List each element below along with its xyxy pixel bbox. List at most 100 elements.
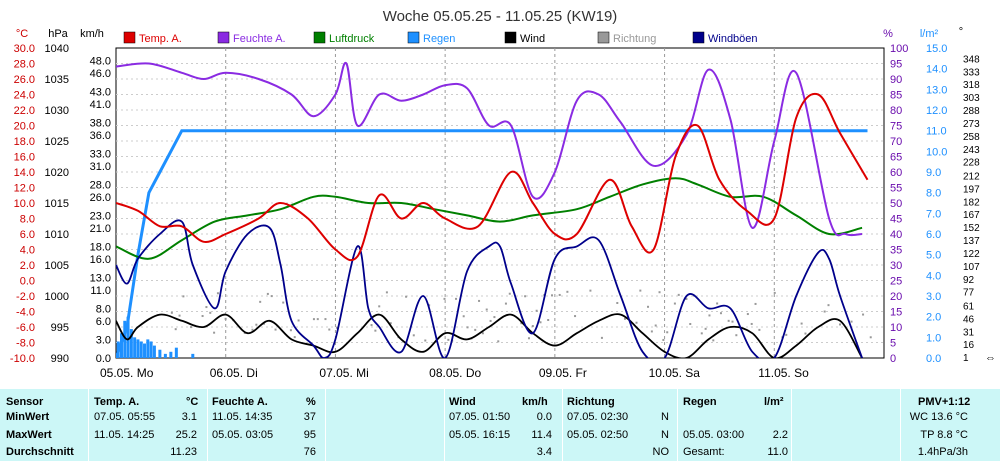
direction-point bbox=[389, 322, 392, 325]
wind-tick: 0.0 bbox=[96, 353, 111, 365]
direction-point bbox=[827, 304, 830, 307]
direction-point bbox=[282, 301, 285, 304]
header-temp: Temp. A. bbox=[94, 396, 140, 408]
temp-tick: 10.0 bbox=[14, 198, 35, 210]
dir-value: NO bbox=[652, 446, 670, 458]
humidity-tick: 15 bbox=[890, 307, 902, 319]
series-line-wind bbox=[116, 313, 863, 358]
direction-point bbox=[504, 302, 507, 305]
direction-point bbox=[405, 295, 408, 298]
temp-tick: 26.0 bbox=[14, 74, 35, 86]
rain-tick: 15.0 bbox=[926, 43, 947, 55]
direction-point bbox=[174, 328, 177, 331]
direction-point bbox=[547, 318, 550, 321]
direction-point bbox=[731, 320, 734, 323]
extra-value: 1.4hPa/3h bbox=[917, 446, 968, 458]
direction-point bbox=[316, 318, 319, 321]
legend: Temp. A. Feuchte A. Luftdruck Regen Wind Rich… bbox=[123, 31, 758, 45]
direction-tick: 16 bbox=[963, 340, 975, 351]
rain-value: 2.2 bbox=[772, 429, 788, 441]
rain-bar bbox=[146, 339, 150, 358]
wind-time: 05.05. 16:15 bbox=[449, 429, 511, 441]
direction-point bbox=[727, 319, 730, 322]
humidity-tick: 40 bbox=[890, 229, 902, 241]
rain-tick: 12.0 bbox=[926, 105, 947, 117]
direction-tick: 318 bbox=[963, 80, 980, 91]
direction-point bbox=[209, 311, 212, 314]
rain-tick: 5.0 bbox=[926, 250, 941, 262]
row-label: MaxWert bbox=[6, 429, 52, 441]
pressure-tick: 1010 bbox=[45, 229, 69, 241]
humidity-tick: 25 bbox=[890, 276, 902, 288]
direction-tick: 182 bbox=[963, 197, 980, 208]
direction-tick: 61 bbox=[963, 301, 975, 312]
direction-point bbox=[289, 329, 292, 332]
rain-bar bbox=[174, 347, 178, 358]
direction-tick: 212 bbox=[963, 171, 980, 182]
legend-label: Regen bbox=[423, 33, 455, 45]
direction-point bbox=[823, 310, 826, 313]
humidity-tick: 20 bbox=[890, 291, 902, 303]
direction-point bbox=[293, 336, 296, 339]
direction-tick: 92 bbox=[963, 275, 975, 286]
direction-point bbox=[527, 337, 530, 340]
legend-item: Feuchte A. bbox=[217, 31, 286, 45]
direction-tick: 197 bbox=[963, 184, 980, 195]
legend-swatch bbox=[407, 31, 420, 44]
legend-label: Wind bbox=[520, 33, 545, 45]
x-day-label: 05.05. Mo bbox=[100, 366, 154, 380]
direction-point bbox=[485, 308, 488, 311]
direction-point bbox=[455, 297, 458, 300]
direction-point bbox=[654, 324, 657, 327]
header-hum: Feuchte A. bbox=[212, 396, 268, 408]
pressure-tick: 1000 bbox=[45, 291, 69, 303]
x-day-label: 10.05. Sa bbox=[649, 366, 701, 380]
direction-point bbox=[328, 328, 331, 331]
rain-tick: 2.0 bbox=[926, 312, 941, 324]
temp-tick: 8.0 bbox=[20, 214, 35, 226]
unit-humidity: % bbox=[883, 28, 893, 40]
direction-point bbox=[719, 312, 722, 315]
dir-value: N bbox=[661, 429, 669, 441]
direction-point bbox=[255, 323, 258, 326]
direction-point bbox=[474, 328, 477, 331]
temp-tick: 28.0 bbox=[14, 59, 35, 71]
direction-point bbox=[677, 293, 680, 296]
legend-label: Luftdruck bbox=[329, 33, 375, 45]
temp-value: 25.2 bbox=[175, 429, 197, 441]
header-wind-unit: km/h bbox=[522, 396, 548, 408]
wind-tick: 23.0 bbox=[90, 210, 111, 222]
direction-point bbox=[335, 326, 338, 329]
rain-bar bbox=[169, 351, 173, 358]
direction-point bbox=[850, 320, 853, 323]
hum-value: 95 bbox=[303, 429, 316, 441]
direction-point bbox=[558, 293, 561, 296]
direction-point bbox=[466, 326, 469, 329]
temp-tick: 24.0 bbox=[14, 90, 35, 102]
direction-point bbox=[773, 291, 776, 294]
wind-tick: 31.0 bbox=[90, 161, 111, 173]
direction-point bbox=[662, 338, 665, 341]
pressure-tick: 1020 bbox=[45, 167, 69, 179]
direction-point bbox=[804, 332, 807, 335]
direction-tick: 107 bbox=[963, 262, 980, 273]
direction-point bbox=[623, 317, 626, 320]
direction-point bbox=[216, 292, 219, 295]
direction-point bbox=[224, 317, 227, 320]
temp-tick: 0.0 bbox=[20, 276, 35, 288]
humidity-tick: 5 bbox=[890, 338, 896, 350]
direction-point bbox=[673, 302, 676, 305]
direction-tick: 348 bbox=[963, 54, 980, 65]
summary-table: Sensor Temp. A. °C Feuchte A. % Wind km/… bbox=[0, 389, 1000, 461]
temp-tick: -8.0 bbox=[16, 338, 35, 350]
temp-value: 3.1 bbox=[181, 411, 197, 423]
header-sensor: Sensor bbox=[6, 396, 44, 408]
rain-bar bbox=[139, 341, 143, 358]
header-temp-unit: °C bbox=[186, 396, 199, 408]
wind-tick: 48.0 bbox=[90, 55, 111, 67]
legend-item: Windböen bbox=[692, 31, 758, 45]
x-day-label: 09.05. Fr bbox=[539, 366, 587, 380]
direction-point bbox=[616, 301, 619, 304]
humidity-tick: 35 bbox=[890, 245, 902, 257]
expand-arrow-icon: ⇔ bbox=[985, 352, 996, 364]
